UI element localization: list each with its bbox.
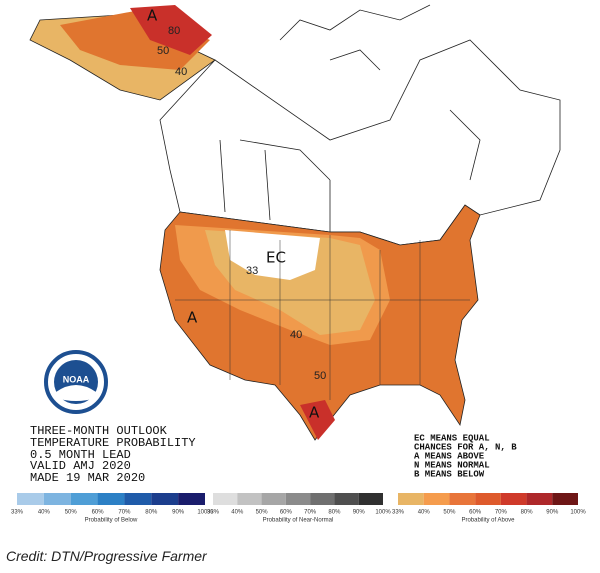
legend-tick: 70% xyxy=(304,510,317,516)
legend-tick: 80% xyxy=(521,510,534,516)
legend-swatch xyxy=(151,493,179,505)
legend-tick: 70% xyxy=(118,510,131,516)
legend-swatch xyxy=(124,493,152,505)
legend-swatch xyxy=(449,493,476,505)
legend-swatch xyxy=(310,493,335,505)
legend-tick: 60% xyxy=(280,510,293,516)
legend-swatch xyxy=(475,493,501,505)
legend-swatch xyxy=(398,493,424,505)
legend-tick: 40% xyxy=(231,510,244,516)
legend-swatch xyxy=(423,493,450,505)
legend-tick: 70% xyxy=(495,510,508,516)
outlook-line: MADE 19 MAR 2020 xyxy=(30,471,145,485)
noaa-logo: NOAA xyxy=(44,350,108,414)
probability-legend: 33% 40% 50% 60% 70% 80% 90% 100% Probability of … xyxy=(11,493,586,524)
legend-tick: 50% xyxy=(443,510,456,516)
legend-tick: 33% xyxy=(392,510,405,516)
outlook-line: TEMPERATURE PROBABILITY xyxy=(30,436,196,450)
map-label: 33 xyxy=(246,265,258,277)
legend-tick: 50% xyxy=(65,510,78,516)
legend-tick: 40% xyxy=(418,510,431,516)
legend-swatch xyxy=(43,493,71,505)
legend-caption: Probability of Below xyxy=(85,518,138,524)
legend-caption: Probability of Above xyxy=(461,518,515,524)
map-label: 50 xyxy=(157,45,169,57)
legend-swatch xyxy=(334,493,359,505)
map-label: 50 xyxy=(314,370,326,382)
outlook-line: THREE-MONTH OUTLOOK xyxy=(30,424,168,438)
legend-tick: 40% xyxy=(38,510,51,516)
map-label: A xyxy=(187,309,198,327)
legend-tick: 60% xyxy=(92,510,105,516)
legend-swatch xyxy=(500,493,527,505)
legend-swatch xyxy=(237,493,262,505)
legend-swatch xyxy=(261,493,286,505)
outlook-line: 0.5 MONTH LEAD xyxy=(30,448,131,462)
key-line: EC MEANS EQUAL xyxy=(414,433,490,443)
map-label: 40 xyxy=(290,329,302,341)
legend-tick: 100% xyxy=(570,510,586,516)
legend-tick: 100% xyxy=(375,510,391,516)
legend-tick: 60% xyxy=(469,510,482,516)
legend-tick: 80% xyxy=(328,510,341,516)
legend-tick: 33% xyxy=(11,510,24,516)
legend-swatch xyxy=(70,493,98,505)
outlook-map: A 80 50 40 EC 33 A 40 50 A NOAA THREE-MO… xyxy=(11,4,586,524)
legend-swatch xyxy=(358,493,383,505)
key-line: B MEANS BELOW xyxy=(414,469,485,479)
legend-tick: 90% xyxy=(546,510,559,516)
canada-outline xyxy=(159,4,561,246)
legend-swatch xyxy=(178,493,205,505)
legend-tick: 80% xyxy=(145,510,158,516)
legend-tick: 50% xyxy=(256,510,269,516)
legend-swatch xyxy=(526,493,553,505)
map-label: EC xyxy=(266,249,286,267)
alaska xyxy=(29,5,216,101)
key-line: N MEANS NORMAL xyxy=(414,460,490,470)
legend-swatch xyxy=(213,493,238,505)
us-outlook xyxy=(159,204,481,441)
key-line: A MEANS ABOVE xyxy=(414,451,485,461)
map-label: A xyxy=(147,7,158,25)
map-label: A xyxy=(309,404,320,422)
legend-swatch xyxy=(285,493,311,505)
map-label: 80 xyxy=(168,25,180,37)
legend-tick: 90% xyxy=(353,510,366,516)
key-line: CHANCES FOR A, N, B xyxy=(414,442,517,452)
legend-tick: 100% xyxy=(197,510,213,516)
legend-tick: 90% xyxy=(172,510,185,516)
outlook-line: VALID AMJ 2020 xyxy=(30,459,131,473)
legend-swatch xyxy=(552,493,578,505)
legend-caption: Probability of Near-Normal xyxy=(263,518,334,524)
legend-tick: 33% xyxy=(207,510,220,516)
credit: Credit: DTN/Progressive Farmer xyxy=(6,548,207,564)
legend-swatch xyxy=(97,493,125,505)
legend-swatch xyxy=(17,493,44,505)
map-label: 40 xyxy=(175,66,187,78)
logo-text: NOAA xyxy=(63,374,90,384)
